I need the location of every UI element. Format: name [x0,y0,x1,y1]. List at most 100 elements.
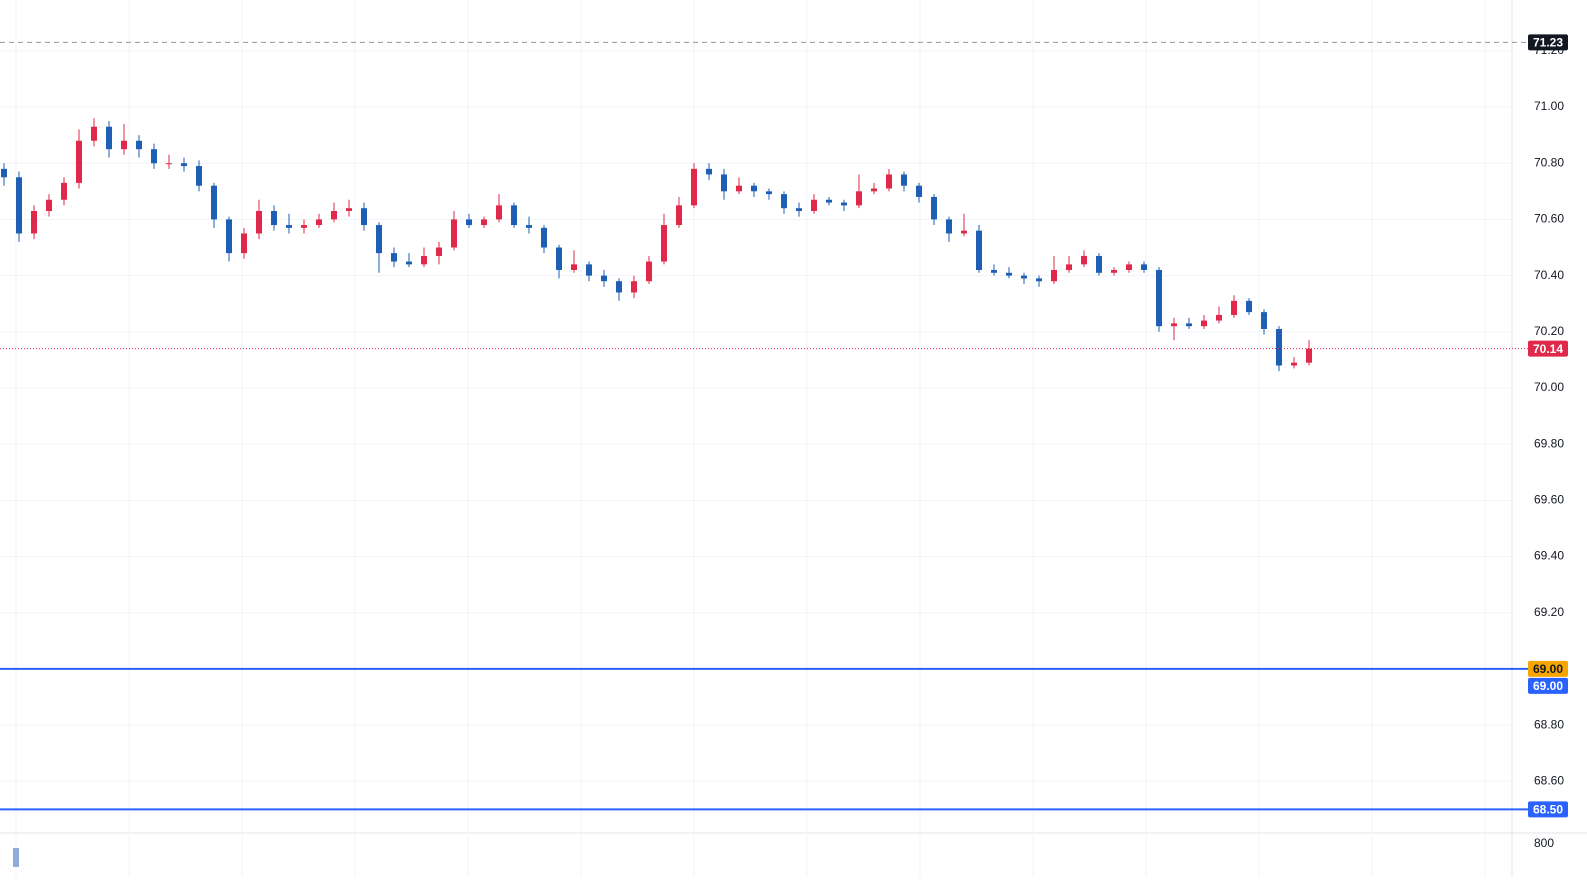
candle-body [286,225,292,228]
candle-body [751,185,757,192]
price-badge-label: 70.14 [1533,342,1563,356]
candle-body [991,269,997,273]
alert-badge-label: 69.00 [1533,662,1563,676]
price-badge [1528,801,1568,818]
y-tick-label: 70.00 [1534,380,1564,394]
candle-body [1006,272,1012,276]
candle-body [916,185,922,197]
candle-body [436,247,442,256]
price-badge [1528,340,1568,357]
price-badge [1528,677,1568,694]
price-badge [1528,34,1568,51]
candle-body [856,191,862,206]
y-tick-label: 70.60 [1534,212,1564,226]
candle-body [1171,323,1177,327]
candle-body [766,191,772,195]
candle-body [46,199,52,211]
candle-body [496,205,502,220]
candle-body [736,185,742,192]
candle-body [1021,275,1027,279]
candle-body [346,208,352,211]
candle-body [1201,320,1207,327]
candle-body [361,208,367,226]
candle-body [1096,255,1102,273]
candle-body [196,166,202,186]
candle-body [1,168,7,178]
candle-body [691,168,697,206]
candle-body [1066,264,1072,270]
y-tick-label: 68.80 [1534,717,1564,731]
candle-body [166,163,172,165]
candle-body [661,225,667,262]
candle-body [241,233,247,254]
candle-body [1051,269,1057,282]
candle-body [781,194,787,209]
candle-body [601,275,607,282]
candle-body [961,230,967,234]
candle-body [271,210,277,226]
y-tick-label: 70.80 [1534,155,1564,169]
candle-body [706,168,712,175]
candle-body [61,182,67,200]
candle-body [631,281,637,293]
candle-body [316,219,322,226]
alert-badge [1528,660,1568,677]
candle-body [571,264,577,270]
candle-body [481,219,487,226]
candle-body [91,126,97,141]
candle-body [1291,362,1297,366]
candle-body [1141,264,1147,270]
y-tick-label: 69.40 [1534,549,1564,563]
y-tick-label: 69.80 [1534,436,1564,450]
y-tick-label: 69.60 [1534,493,1564,507]
price-badge-label: 69.00 [1533,679,1563,693]
y-tick-label: 68.60 [1534,773,1564,787]
candle-body [676,205,682,226]
y-tick-label: 70.20 [1534,324,1564,338]
candle-body [76,140,82,183]
candle-body [451,219,457,248]
candle-body [946,219,952,234]
candle-body [511,205,517,226]
candle-body [1156,269,1162,327]
candle-body [586,264,592,276]
candle-body [1186,323,1192,327]
candle-body [646,261,652,282]
y-tick-label: 69.20 [1534,605,1564,619]
candle-body [1081,255,1087,265]
candle-body [1036,278,1042,282]
candle-body [796,208,802,211]
candle-body [331,210,337,220]
candle-body [901,174,907,186]
candle-body [256,210,262,234]
candle-body [871,188,877,192]
candle-body [106,126,112,150]
candle-body [406,261,412,265]
candle-body [1216,314,1222,321]
candle-body [1126,264,1132,270]
candle-body [826,199,832,203]
candle-body [1111,269,1117,273]
candle-body [721,174,727,192]
y-tick-label: 70.40 [1534,268,1564,282]
candle-body [16,177,22,234]
candle-body [136,140,142,150]
price-badge-label: 68.50 [1533,803,1563,817]
candle-body [541,227,547,248]
candle-body [1246,300,1252,313]
candle-body [1231,300,1237,315]
candle-body [121,140,127,150]
candle-body [31,210,37,234]
candle-body [301,225,307,228]
candle-body [211,185,217,220]
candle-body [151,149,157,164]
candle-body [226,219,232,254]
candle-body [181,163,187,167]
candle-body [886,174,892,189]
volume-bar [13,847,19,867]
candle-body [1276,328,1282,366]
candle-body [1306,348,1312,363]
candle-body [931,196,937,220]
